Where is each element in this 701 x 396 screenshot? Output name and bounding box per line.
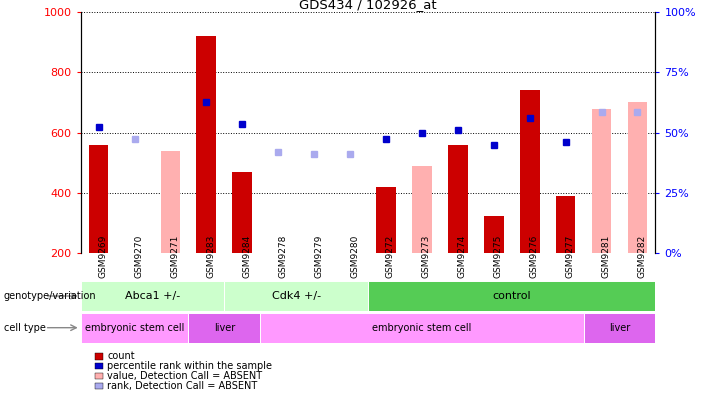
Text: GSM9279: GSM9279 (314, 234, 323, 278)
Text: GSM9280: GSM9280 (350, 234, 359, 278)
Text: GSM9272: GSM9272 (386, 234, 395, 278)
Text: rank, Detection Call = ABSENT: rank, Detection Call = ABSENT (107, 381, 257, 391)
Bar (81, 281, 224, 311)
Bar (448, 145, 468, 253)
Bar (189, 313, 260, 343)
Bar (89, 145, 109, 253)
Text: GSM9281: GSM9281 (601, 234, 611, 278)
Bar (233, 172, 252, 253)
Bar (81, 313, 189, 343)
Title: GDS434 / 102926_at: GDS434 / 102926_at (299, 0, 437, 11)
Text: cell type: cell type (4, 323, 46, 333)
Text: value, Detection Call = ABSENT: value, Detection Call = ABSENT (107, 371, 262, 381)
Text: GSM9274: GSM9274 (458, 234, 467, 278)
Bar (376, 187, 396, 253)
Bar (224, 281, 368, 311)
Bar (368, 281, 655, 311)
Text: percentile rank within the sample: percentile rank within the sample (107, 361, 272, 371)
Text: liver: liver (214, 323, 235, 333)
Text: Abca1 +/-: Abca1 +/- (125, 291, 180, 301)
Text: embryonic stem cell: embryonic stem cell (85, 323, 184, 333)
Text: GSM9269: GSM9269 (99, 234, 107, 278)
Text: GSM9275: GSM9275 (494, 234, 503, 278)
Text: GSM9277: GSM9277 (566, 234, 575, 278)
Bar (484, 216, 503, 253)
Text: control: control (492, 291, 531, 301)
Text: GSM9273: GSM9273 (422, 234, 431, 278)
Bar (412, 166, 432, 253)
Bar (260, 313, 583, 343)
Text: embryonic stem cell: embryonic stem cell (372, 323, 472, 333)
Text: GSM9270: GSM9270 (135, 234, 144, 278)
Text: count: count (107, 351, 135, 362)
Text: GSM9271: GSM9271 (170, 234, 179, 278)
Bar (161, 151, 180, 253)
Bar (520, 90, 540, 253)
Bar (196, 36, 216, 253)
Text: GSM9283: GSM9283 (206, 234, 215, 278)
Bar (627, 103, 647, 253)
Text: GSM9282: GSM9282 (637, 234, 646, 278)
Text: genotype/variation: genotype/variation (4, 291, 96, 301)
Bar (592, 109, 611, 253)
Text: Cdk4 +/-: Cdk4 +/- (271, 291, 321, 301)
Bar (584, 313, 655, 343)
Text: liver: liver (609, 323, 630, 333)
Text: GSM9276: GSM9276 (530, 234, 538, 278)
Bar (556, 196, 576, 253)
Text: GSM9278: GSM9278 (278, 234, 287, 278)
Text: GSM9284: GSM9284 (243, 234, 251, 278)
